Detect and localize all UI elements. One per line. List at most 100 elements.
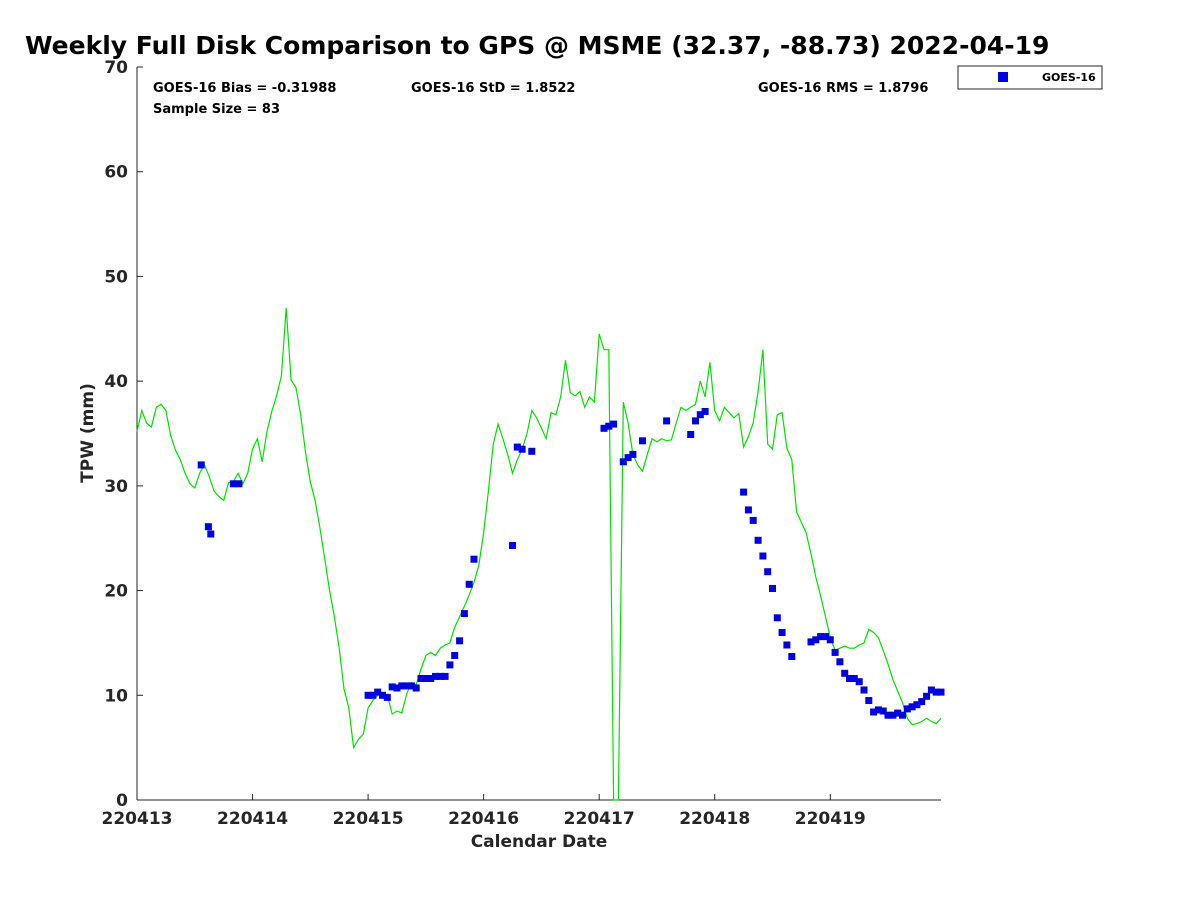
goes16-point (629, 450, 637, 458)
goes16-point (692, 417, 699, 425)
series-layer (136, 307, 945, 801)
chart-title: Weekly Full Disk Comparison to GPS @ MSM… (25, 31, 1049, 60)
goes16-point (374, 688, 382, 696)
goes16-point (393, 684, 401, 692)
goes16-point (460, 610, 468, 618)
goes16-point (894, 709, 902, 717)
goes16-point (884, 711, 892, 719)
goes16-point (619, 458, 627, 466)
goes16-point (822, 633, 829, 641)
y-tick-label: 50 (104, 267, 128, 287)
goes16-point (773, 614, 781, 622)
goes16-point (207, 530, 215, 538)
y-tick-label: 20 (104, 582, 128, 602)
goes16-point (528, 447, 536, 455)
goes16-point (412, 684, 420, 692)
std-annotation: GOES-16 StD = 1.8522 (411, 81, 575, 96)
goes16-point (860, 686, 868, 694)
goes16-point (836, 658, 844, 666)
y-axis-ticks: 0 10 20 30 40 50 60 70 (104, 58, 143, 811)
x-tick-label: 220415 (333, 809, 404, 829)
goes16-point (764, 568, 772, 576)
goes16-point (388, 683, 396, 691)
goes16-point (663, 417, 671, 425)
goes16-point (407, 682, 415, 690)
goes16-point (605, 422, 613, 430)
x-tick-label: 220418 (679, 809, 750, 829)
goes16-point (465, 580, 473, 588)
goes16-point (197, 461, 205, 469)
goes16-point (850, 675, 858, 682)
goes16-point (639, 437, 646, 445)
goes16-point (879, 707, 887, 715)
goes16-point (518, 445, 526, 453)
goes16-point (788, 653, 796, 660)
legend: GOES-16 (957, 65, 1103, 90)
rms-annotation: GOES-16 RMS = 1.8796 (758, 81, 928, 96)
goes16-point (889, 711, 897, 719)
goes16-point (204, 523, 212, 531)
goes16-point (446, 661, 454, 669)
legend-box (957, 65, 1103, 90)
x-tick-label: 220416 (448, 809, 519, 829)
y-tick-label: 60 (104, 163, 128, 183)
y-tick-label: 40 (104, 372, 128, 392)
goes16-point (624, 454, 632, 462)
goes16-point (927, 686, 935, 694)
goes16-point (923, 692, 931, 700)
goes16-point (451, 652, 459, 659)
goes16-point (783, 641, 791, 649)
goes16-point (229, 480, 237, 488)
goes16-point (749, 516, 757, 524)
goes16-point (696, 411, 704, 419)
bias-annotation: GOES-16 Bias = -0.31988 (153, 81, 336, 96)
x-tick-label: 220414 (217, 809, 288, 829)
y-tick-label: 30 (104, 477, 128, 497)
goes16-point (417, 675, 425, 682)
goes16-point (908, 703, 916, 711)
goes16-point (846, 675, 853, 682)
goes16-point (899, 711, 906, 719)
legend-marker-goes16 (998, 72, 1008, 82)
x-tick-label: 220413 (102, 809, 173, 829)
goes16-point (841, 669, 849, 677)
goes16-point (441, 672, 449, 680)
goes16-point (403, 682, 411, 690)
goes16-point (456, 637, 464, 645)
y-tick-label: 0 (116, 791, 128, 811)
goes16-point (427, 675, 435, 682)
goes16-point (918, 698, 926, 706)
goes16-point (422, 675, 430, 682)
x-axis-label: Calendar Date (471, 832, 608, 852)
sample-size-annotation: Sample Size = 83 (153, 102, 280, 117)
y-axis-label: TPW (mm) (78, 383, 98, 483)
goes16-point (600, 424, 608, 432)
goes16-point (932, 688, 940, 696)
goes16-point (436, 672, 444, 680)
goes16-point (759, 552, 767, 560)
goes16-point (817, 633, 825, 641)
goes16-point (364, 691, 372, 699)
y-tick-label: 70 (104, 58, 128, 78)
goes16-point (913, 701, 921, 709)
goes16-point (870, 708, 878, 716)
goes16-point (379, 691, 386, 699)
goes16-point (744, 506, 752, 514)
goes16-point (769, 585, 776, 592)
goes16-point (687, 431, 695, 438)
y-tick-label: 10 (104, 686, 128, 706)
goes16-point (509, 542, 516, 549)
goes16-point (398, 682, 406, 690)
goes16-point (855, 678, 863, 686)
goes16-point (740, 488, 748, 496)
goes16-point (513, 443, 521, 451)
goes16-point (778, 629, 786, 636)
goes16-point (610, 420, 618, 428)
goes16-point (874, 706, 882, 714)
goes16-point (383, 693, 391, 701)
goes16-point (369, 691, 377, 699)
gps-tpw-line (136, 307, 942, 801)
goes16-point (432, 672, 439, 680)
